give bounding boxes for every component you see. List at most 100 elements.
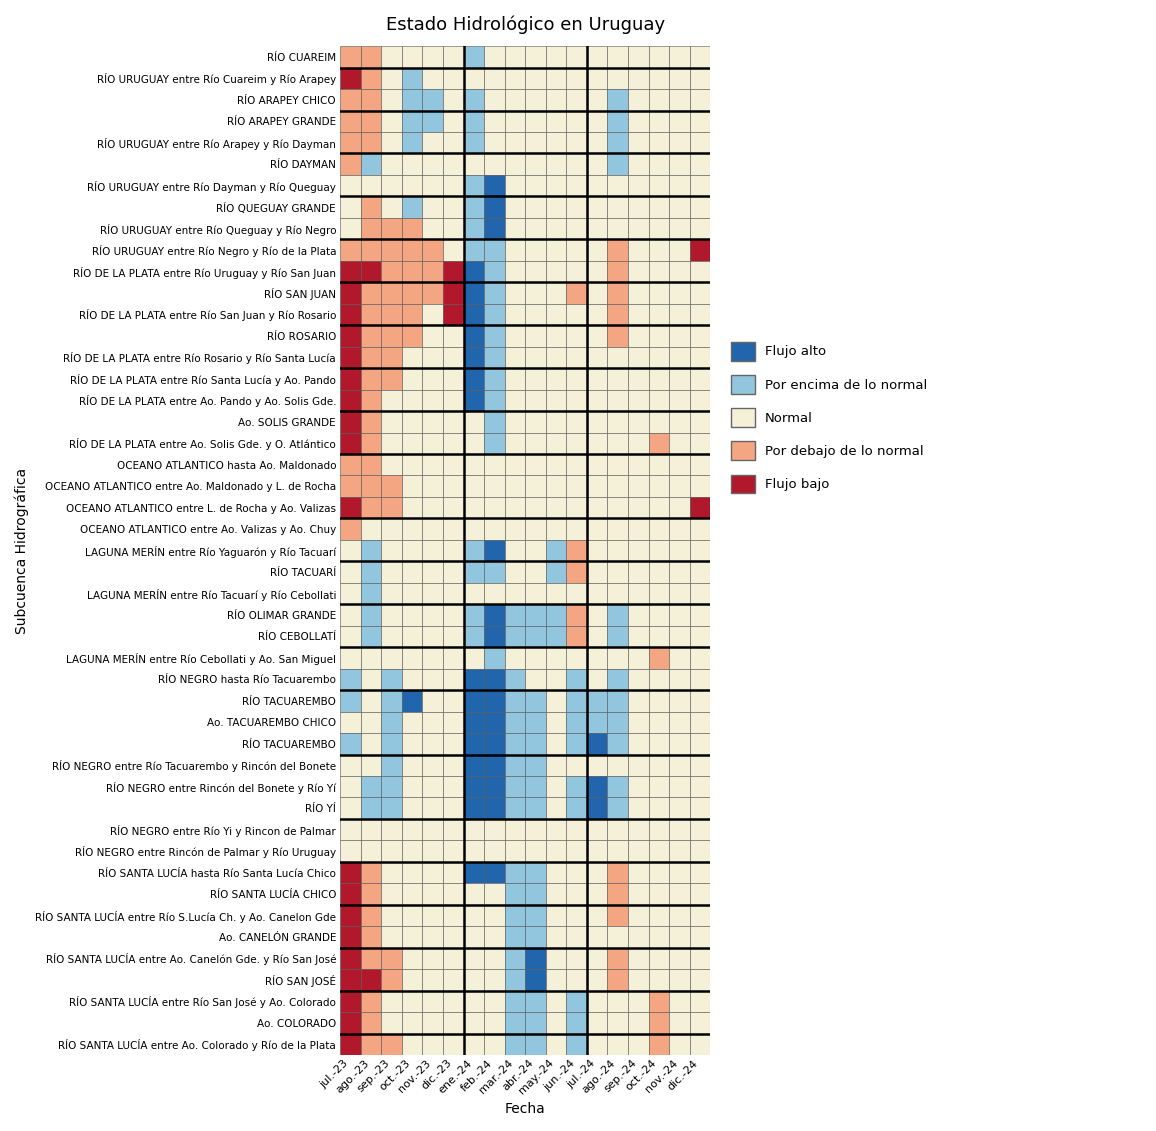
Bar <box>361 46 381 68</box>
Bar <box>607 690 628 711</box>
Bar <box>566 647 587 668</box>
Bar <box>607 754 628 776</box>
Bar <box>484 926 505 948</box>
Bar <box>690 218 710 240</box>
Bar <box>484 454 505 475</box>
Bar <box>422 175 443 197</box>
Bar <box>669 369 690 389</box>
Bar <box>422 1034 443 1055</box>
Bar <box>505 518 525 539</box>
Bar <box>402 905 422 926</box>
Bar <box>505 46 525 68</box>
Bar <box>443 304 464 326</box>
Bar <box>361 411 381 432</box>
Bar <box>402 89 422 111</box>
Bar <box>505 647 525 668</box>
Bar <box>607 68 628 89</box>
Bar <box>422 797 443 819</box>
Bar <box>649 604 669 625</box>
Bar <box>464 690 484 711</box>
Bar <box>464 905 484 926</box>
Bar <box>690 625 710 647</box>
Bar <box>525 326 546 347</box>
Bar <box>381 347 402 369</box>
Bar <box>669 733 690 754</box>
Bar <box>566 475 587 497</box>
Bar <box>361 197 381 218</box>
Bar <box>340 154 361 175</box>
Bar <box>505 819 525 840</box>
Bar <box>525 369 546 389</box>
Bar <box>422 475 443 497</box>
Bar <box>607 668 628 690</box>
Bar <box>361 754 381 776</box>
Bar <box>340 625 361 647</box>
Bar <box>505 389 525 411</box>
Bar <box>628 89 649 111</box>
Bar <box>690 132 710 154</box>
Bar <box>422 432 443 454</box>
Bar <box>607 625 628 647</box>
Bar <box>361 111 381 132</box>
Bar <box>505 862 525 883</box>
Bar <box>361 389 381 411</box>
Bar <box>381 46 402 68</box>
Bar <box>422 711 443 733</box>
Bar <box>402 1012 422 1034</box>
Bar <box>669 539 690 561</box>
Bar <box>607 862 628 883</box>
Bar <box>340 862 361 883</box>
Bar <box>690 561 710 582</box>
Bar <box>340 840 361 862</box>
Bar <box>484 711 505 733</box>
Bar <box>443 582 464 604</box>
Bar <box>669 432 690 454</box>
Bar <box>607 840 628 862</box>
Bar <box>484 154 505 175</box>
Bar <box>690 68 710 89</box>
Bar <box>484 797 505 819</box>
Bar <box>443 926 464 948</box>
Bar <box>628 733 649 754</box>
Bar <box>546 154 566 175</box>
Bar <box>669 68 690 89</box>
Bar <box>381 797 402 819</box>
Bar <box>525 561 546 582</box>
Bar <box>607 347 628 369</box>
Bar <box>587 154 607 175</box>
Bar <box>546 862 566 883</box>
Bar <box>587 432 607 454</box>
Bar <box>422 68 443 89</box>
Bar <box>566 411 587 432</box>
Bar <box>443 111 464 132</box>
Bar <box>505 68 525 89</box>
Bar <box>464 347 484 369</box>
Bar <box>464 218 484 240</box>
Bar <box>464 454 484 475</box>
Bar <box>628 304 649 326</box>
Bar <box>340 261 361 283</box>
Bar <box>340 389 361 411</box>
Bar <box>361 711 381 733</box>
Bar <box>649 261 669 283</box>
Bar <box>690 797 710 819</box>
Bar <box>649 797 669 819</box>
Bar <box>669 154 690 175</box>
Bar <box>628 218 649 240</box>
Bar <box>422 132 443 154</box>
Bar <box>628 690 649 711</box>
Bar <box>566 862 587 883</box>
Bar <box>587 776 607 797</box>
Bar <box>422 733 443 754</box>
Bar <box>607 154 628 175</box>
Bar <box>525 926 546 948</box>
Bar <box>566 454 587 475</box>
Bar <box>546 625 566 647</box>
Bar <box>340 132 361 154</box>
Bar <box>443 733 464 754</box>
Bar <box>546 218 566 240</box>
Bar <box>422 561 443 582</box>
Bar <box>361 905 381 926</box>
Bar <box>669 175 690 197</box>
Bar <box>525 154 546 175</box>
